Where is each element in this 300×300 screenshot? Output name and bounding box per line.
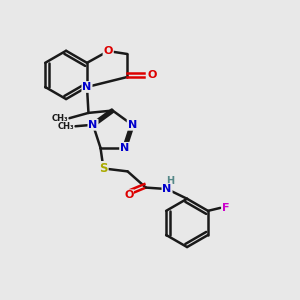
Text: CH₃: CH₃ <box>57 122 74 131</box>
Text: N: N <box>120 143 129 153</box>
Text: O: O <box>124 190 134 200</box>
Text: N: N <box>88 120 98 130</box>
Text: H: H <box>166 176 174 186</box>
Text: N: N <box>82 82 91 92</box>
Text: N: N <box>128 120 137 130</box>
Text: O: O <box>103 46 113 56</box>
Text: CH₃: CH₃ <box>51 114 68 123</box>
Text: F: F <box>222 203 229 213</box>
Text: S: S <box>99 162 108 175</box>
Text: N: N <box>162 184 172 194</box>
Text: O: O <box>147 70 157 80</box>
